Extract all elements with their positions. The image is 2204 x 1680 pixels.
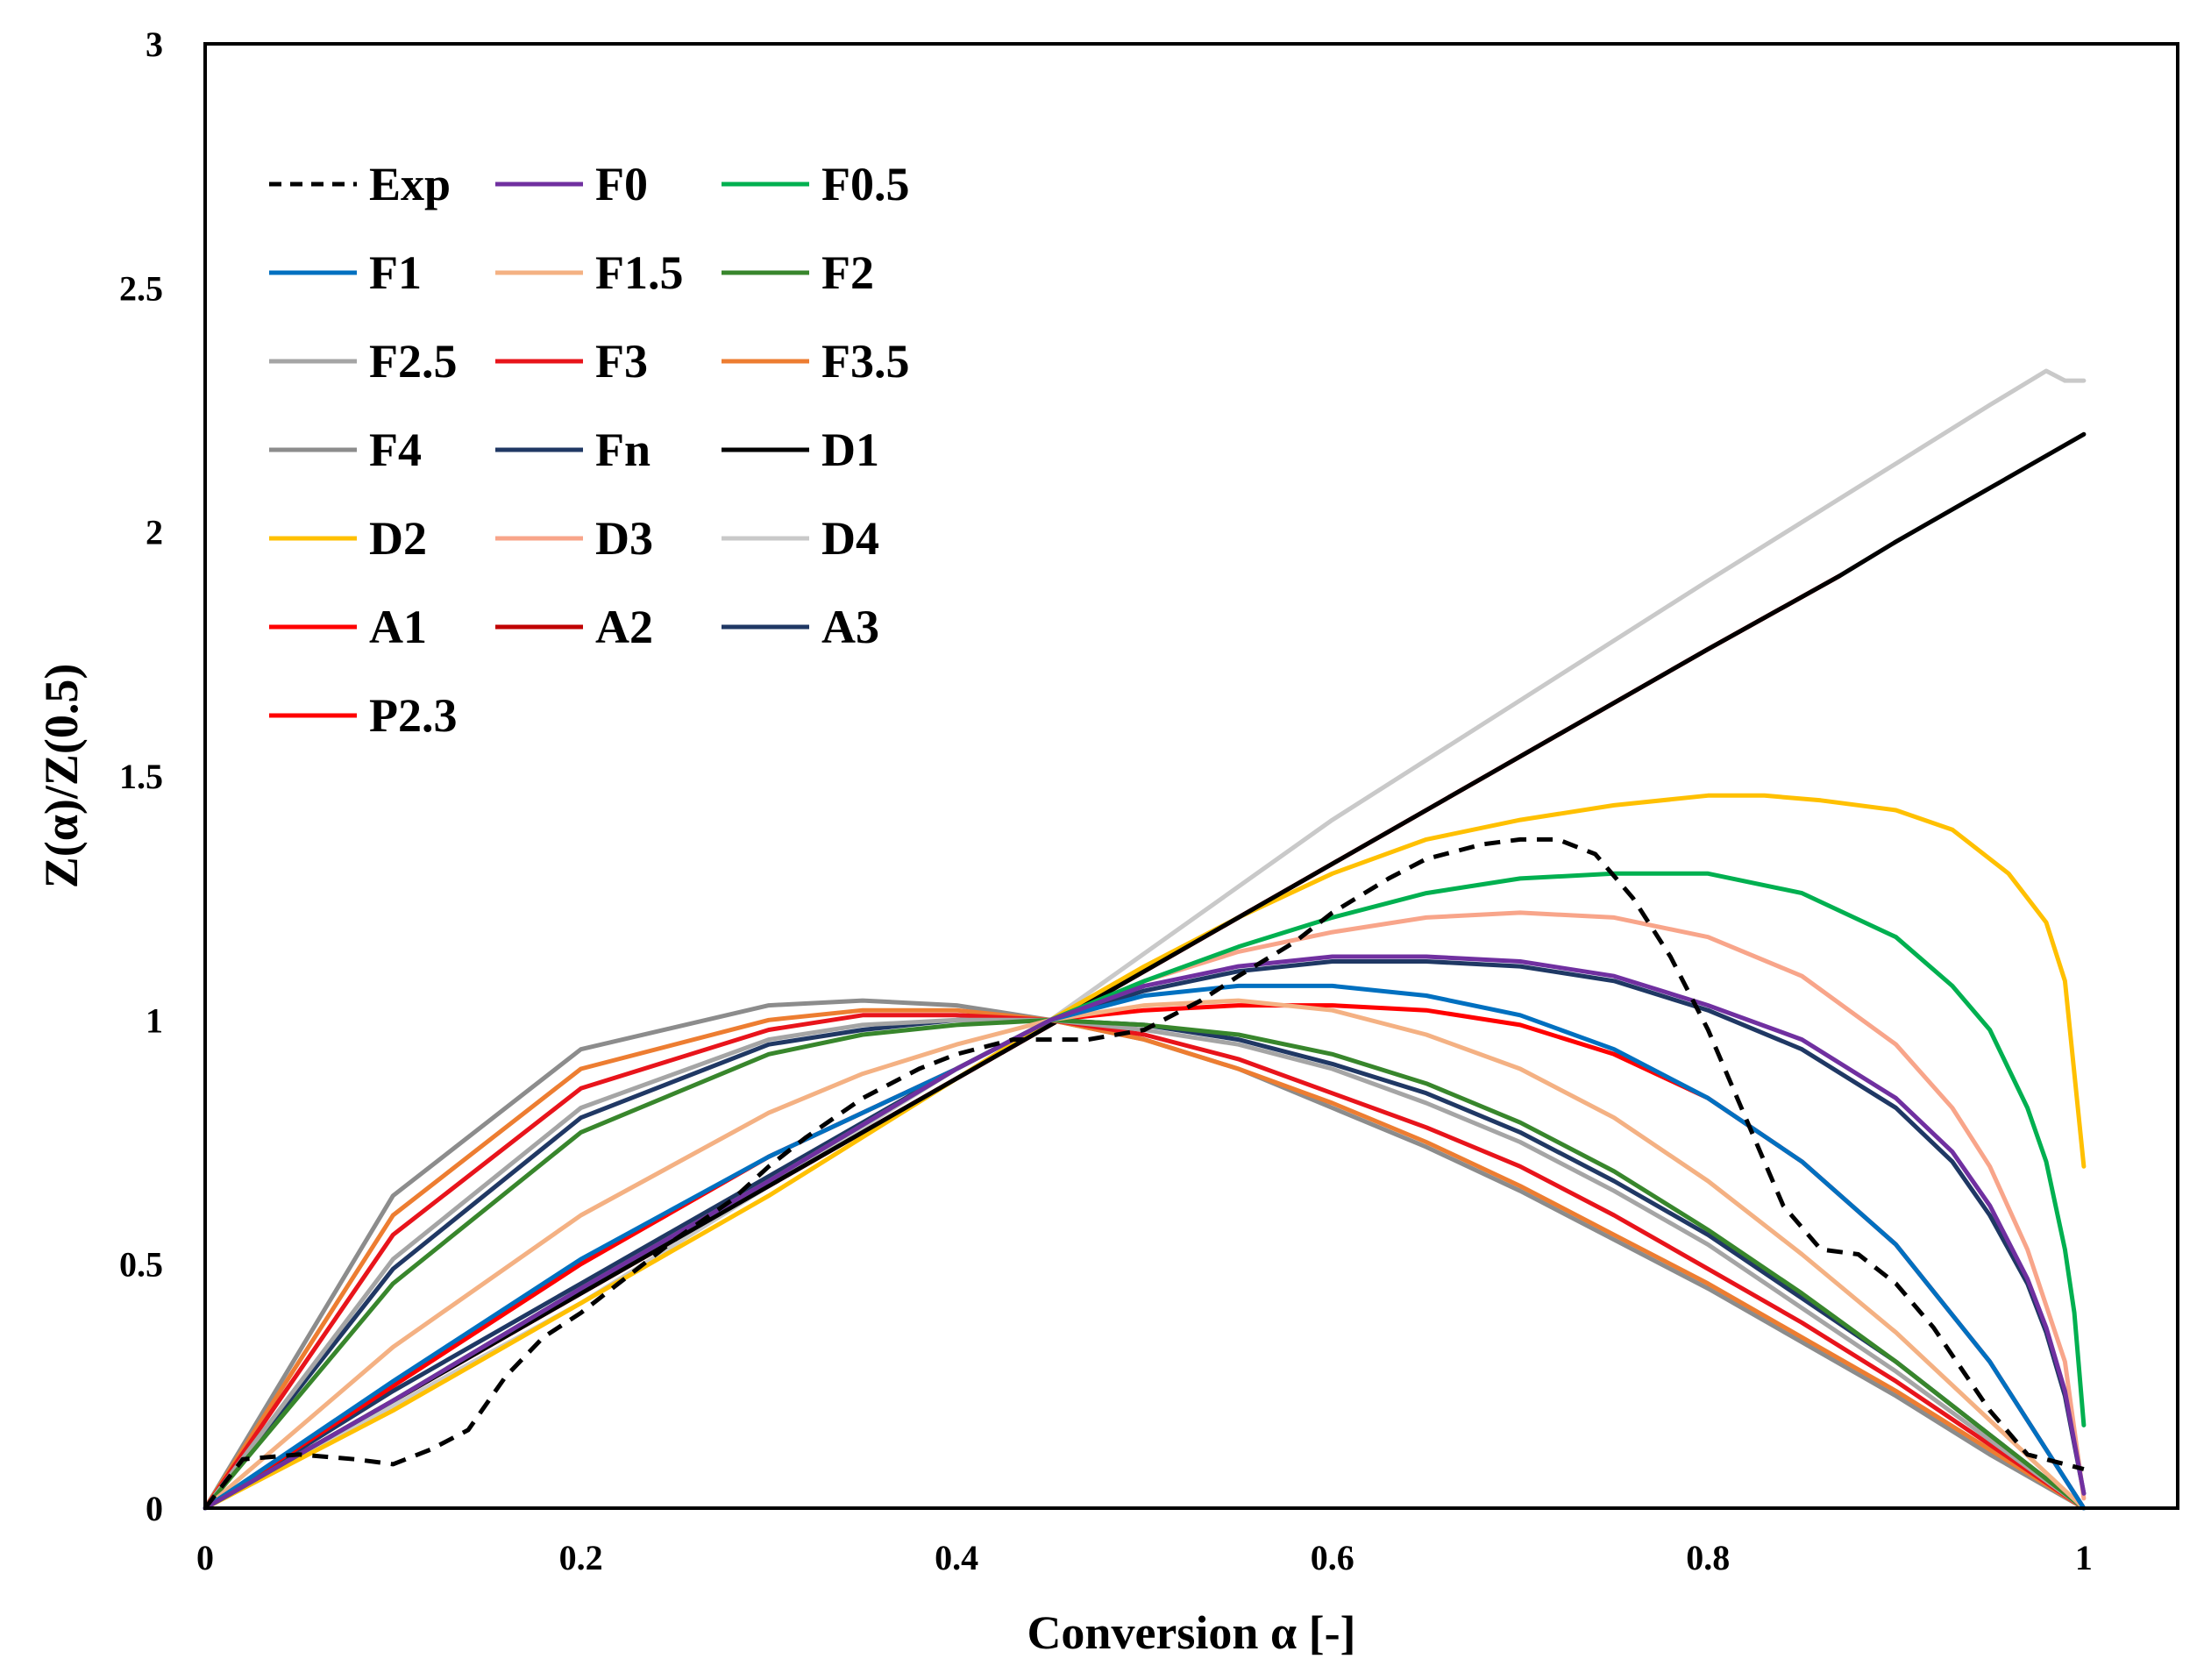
legend-label: A3: [821, 601, 879, 653]
x-tick-label: 0: [196, 1538, 214, 1577]
legend-label: Fn: [595, 424, 651, 476]
legend-label: F1: [369, 246, 422, 299]
y-tick-label: 0: [146, 1489, 163, 1528]
legend-label: F2.5: [369, 335, 458, 388]
legend-label: F0.5: [821, 158, 910, 210]
legend-label: F3: [595, 335, 648, 388]
legend-label: D1: [821, 424, 879, 476]
legend-label: F0: [595, 158, 648, 210]
legend-label: D4: [821, 512, 879, 565]
legend-label: F3.5: [821, 335, 910, 388]
legend-label: F1.5: [595, 246, 684, 299]
legend-label: A2: [595, 601, 653, 653]
legend-label: Exp: [369, 158, 451, 210]
y-tick-label: 0.5: [119, 1245, 163, 1285]
y-tick-label: 2: [146, 513, 163, 552]
x-tick-label: 0.8: [1686, 1538, 1730, 1577]
chart: 0 0.2 0.4 0.6 0.8 1 0 0.5 1 1.5 2 2.5 3 Conversion …: [0, 0, 2204, 1680]
x-tick-label: 0.6: [1311, 1538, 1354, 1577]
x-tick-label: 0.4: [935, 1538, 978, 1577]
x-tick-label: 0.2: [559, 1538, 603, 1577]
y-axis-title: Z(α)/Z(0.5): [35, 664, 88, 889]
legend-label: P2.3: [369, 689, 458, 742]
legend-label: D3: [595, 512, 653, 565]
legend-label: F2: [821, 246, 874, 299]
x-tick-label: 1: [2075, 1538, 2093, 1577]
legend-label: A1: [369, 601, 427, 653]
legend-label: F4: [369, 424, 422, 476]
y-tick-label: 1: [146, 1000, 163, 1040]
y-tick-label: 2.5: [119, 268, 163, 308]
y-tick-label: 1.5: [119, 757, 163, 796]
x-axis-title: Conversion α [-]: [1027, 1606, 1355, 1659]
legend-label: D2: [369, 512, 427, 565]
y-tick-label: 3: [146, 25, 163, 64]
